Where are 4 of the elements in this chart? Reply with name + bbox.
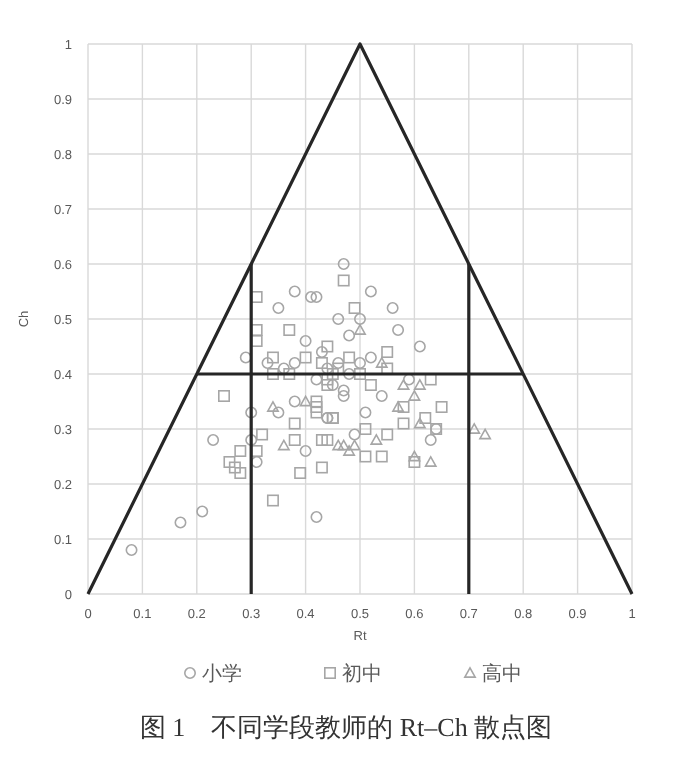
text: 图 1 不同学段教师的 Rt–Ch 散点图 <box>139 712 553 742</box>
legend-label: 初中 <box>342 662 382 686</box>
legend-label: 小学 <box>202 662 242 686</box>
legend-label: 高中 <box>482 662 522 686</box>
